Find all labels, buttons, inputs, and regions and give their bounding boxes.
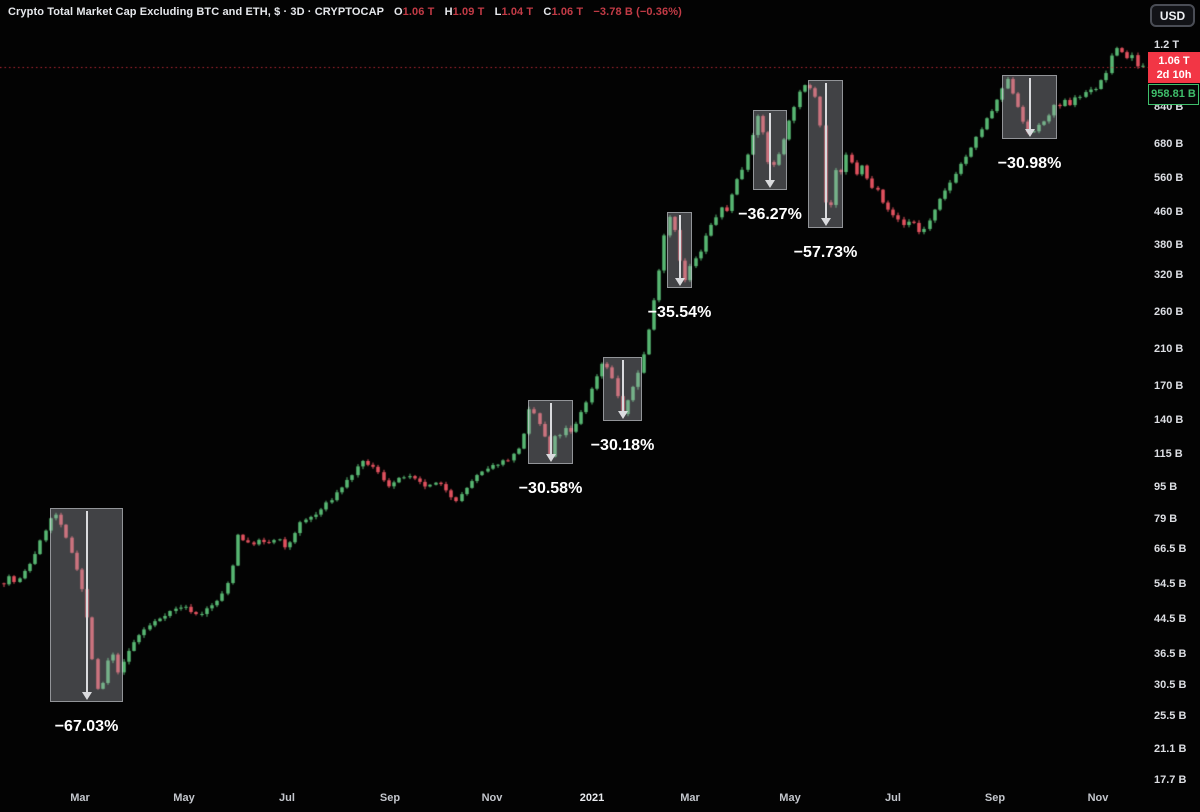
time-axis[interactable]: Mar May Jul Sep Nov 2021 Mar May Jul Sep Nov (0, 788, 1148, 812)
arrow-head-icon (820, 218, 831, 226)
time-tick-label: Sep (379, 792, 401, 804)
price-tick-label: 560 B (1154, 171, 1184, 184)
drawings-overlay: −67.03% −30.58% −30.18% −35.54% −36.27% −57.7… (50, 75, 1062, 735)
symbol-legend: Crypto Total Market Cap Excluding BTC an… (8, 6, 682, 18)
arrow-head-icon (765, 180, 775, 188)
currency-toggle-button[interactable]: USD (1150, 4, 1195, 27)
currency-toggle-label: USD (1159, 8, 1186, 23)
drawdown-arrow (549, 403, 552, 454)
price-tick-label: 170 B (1154, 379, 1184, 392)
high-label: H (444, 6, 453, 18)
time-tick-label: Nov (1087, 792, 1109, 804)
last-price-badge: 1.06 T 2d 10h (1148, 51, 1200, 83)
open-value: 1.06 T (402, 6, 435, 18)
drawdown-box[interactable] (50, 508, 123, 702)
drawdown-percent-label[interactable]: −67.03% (54, 718, 119, 735)
drawdown-box[interactable] (753, 110, 787, 190)
drawdown-arrow (621, 360, 624, 411)
price-axis[interactable]: 1.06 T 2d 10h 958.81 B 1.2 T 840 B 680 B 56… (1148, 0, 1200, 790)
price-tick-label: 320 B (1154, 269, 1184, 282)
secondary-price-value: 958.81 B (1151, 87, 1196, 100)
drawdown-percent-label[interactable]: −30.58% (518, 480, 583, 497)
arrow-head-icon (617, 411, 628, 419)
arrow-head-icon (1024, 129, 1035, 137)
price-tick-label: 380 B (1154, 239, 1184, 252)
time-tick-label: Jul (279, 792, 295, 804)
time-tick-label: Nov (481, 792, 503, 804)
open-label: O (394, 6, 403, 18)
drawdown-arrow (85, 511, 88, 692)
drawdown-percent-label[interactable]: −36.27% (738, 206, 802, 223)
price-tick-label: 460 B (1154, 206, 1184, 219)
price-tick-label: 44.5 B (1154, 613, 1187, 626)
price-tick-label: 260 B (1154, 305, 1184, 318)
price-tick-label: 25.5 B (1154, 710, 1187, 723)
arrow-head-icon (545, 454, 556, 462)
time-tick-label: Jul (885, 792, 901, 804)
time-tick-label: Sep (984, 792, 1006, 804)
price-tick-label: 140 B (1154, 413, 1184, 426)
time-tick-label: May (173, 792, 195, 804)
price-tick-label: 210 B (1154, 342, 1184, 355)
drawdown-arrow (678, 215, 681, 278)
time-tick-label: Mar (70, 792, 90, 804)
candlestick-canvas[interactable] (0, 0, 1148, 790)
last-price-value: 1.06 T (1158, 54, 1190, 67)
arrow-head-icon (674, 278, 685, 286)
drawdown-arrow (1028, 78, 1031, 129)
secondary-price-badge: 958.81 B (1148, 83, 1199, 105)
drawdown-box[interactable] (1002, 75, 1057, 139)
symbol-title[interactable]: Crypto Total Market Cap Excluding BTC an… (8, 6, 384, 18)
close-label: C (543, 6, 552, 18)
drawdown-box[interactable] (528, 400, 573, 464)
price-tick-label: 79 B (1154, 513, 1178, 526)
time-tick-label: Mar (680, 792, 700, 804)
price-tick-label: 54.5 B (1154, 577, 1187, 590)
price-tick-label: 115 B (1154, 447, 1183, 460)
drawdown-percent-label[interactable]: −30.18% (590, 437, 655, 454)
drawdown-box[interactable] (667, 212, 692, 288)
price-tick-label: 36.5 B (1154, 647, 1187, 660)
high-value: 1.09 T (452, 6, 485, 18)
drawdown-box[interactable] (603, 357, 642, 421)
price-tick-label: 21.1 B (1154, 743, 1187, 756)
price-tick-label: 1.2 T (1154, 39, 1180, 51)
low-value: 1.04 T (501, 6, 534, 18)
drawdown-percent-label[interactable]: −30.98% (997, 155, 1062, 172)
arrow-head-icon (81, 692, 92, 700)
drawdown-box[interactable] (808, 80, 843, 228)
time-tick-label: May (779, 792, 801, 804)
price-tick-label: 30.5 B (1154, 679, 1187, 692)
bar-countdown: 2d 10h (1156, 68, 1192, 81)
close-value: 1.06 T (551, 6, 584, 18)
price-tick-label: 66.5 B (1154, 543, 1187, 556)
price-tick-label: 95 B (1154, 481, 1178, 494)
price-tick-label: 17.7 B (1154, 774, 1187, 787)
drawdown-percent-label[interactable]: −35.54% (647, 304, 712, 321)
low-label: L (494, 6, 502, 18)
change-value: −3.78 B (−0.36%) (593, 6, 682, 18)
drawdown-arrow (824, 83, 827, 218)
drawdown-arrow (769, 113, 771, 180)
drawdown-percent-label[interactable]: −57.73% (793, 244, 858, 261)
time-tick-year-label: 2021 (579, 792, 605, 804)
price-tick-label: 680 B (1154, 138, 1184, 150)
